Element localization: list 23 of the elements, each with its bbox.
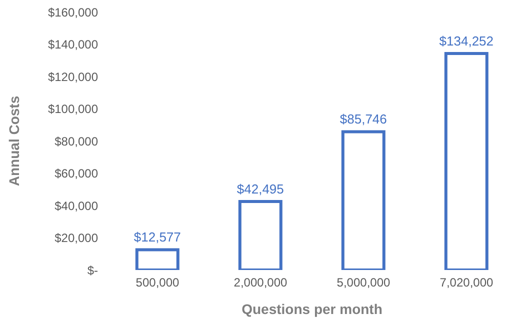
y-tick-label: $160,000 — [48, 5, 98, 20]
y-tick-label: $- — [87, 263, 98, 278]
y-axis-title: Annual Costs — [6, 96, 22, 186]
data-label: $85,746 — [340, 112, 387, 127]
y-tick-label: $60,000 — [54, 166, 98, 181]
bar — [135, 248, 180, 270]
bar — [341, 130, 386, 270]
y-tick-label: $120,000 — [48, 70, 98, 84]
bar — [444, 52, 488, 270]
x-tick-label: 2,000,000 — [234, 276, 288, 290]
data-label: $12,577 — [134, 230, 181, 245]
data-label: $42,495 — [236, 181, 284, 196]
y-tick-label: $20,000 — [54, 231, 98, 246]
y-tick-label: $80,000 — [54, 134, 98, 148]
x-tick-label: 500,000 — [136, 276, 180, 290]
x-axis-title: Questions per month — [242, 301, 382, 317]
y-tick-label: $100,000 — [48, 102, 98, 116]
x-tick-label: 5,000,000 — [336, 276, 391, 290]
bar — [238, 200, 282, 270]
x-tick-label: 7,020,000 — [440, 276, 494, 290]
y-tick-label: $40,000 — [54, 198, 98, 213]
data-label: $134,252 — [439, 34, 494, 49]
y-tick-label: $140,000 — [48, 38, 98, 52]
